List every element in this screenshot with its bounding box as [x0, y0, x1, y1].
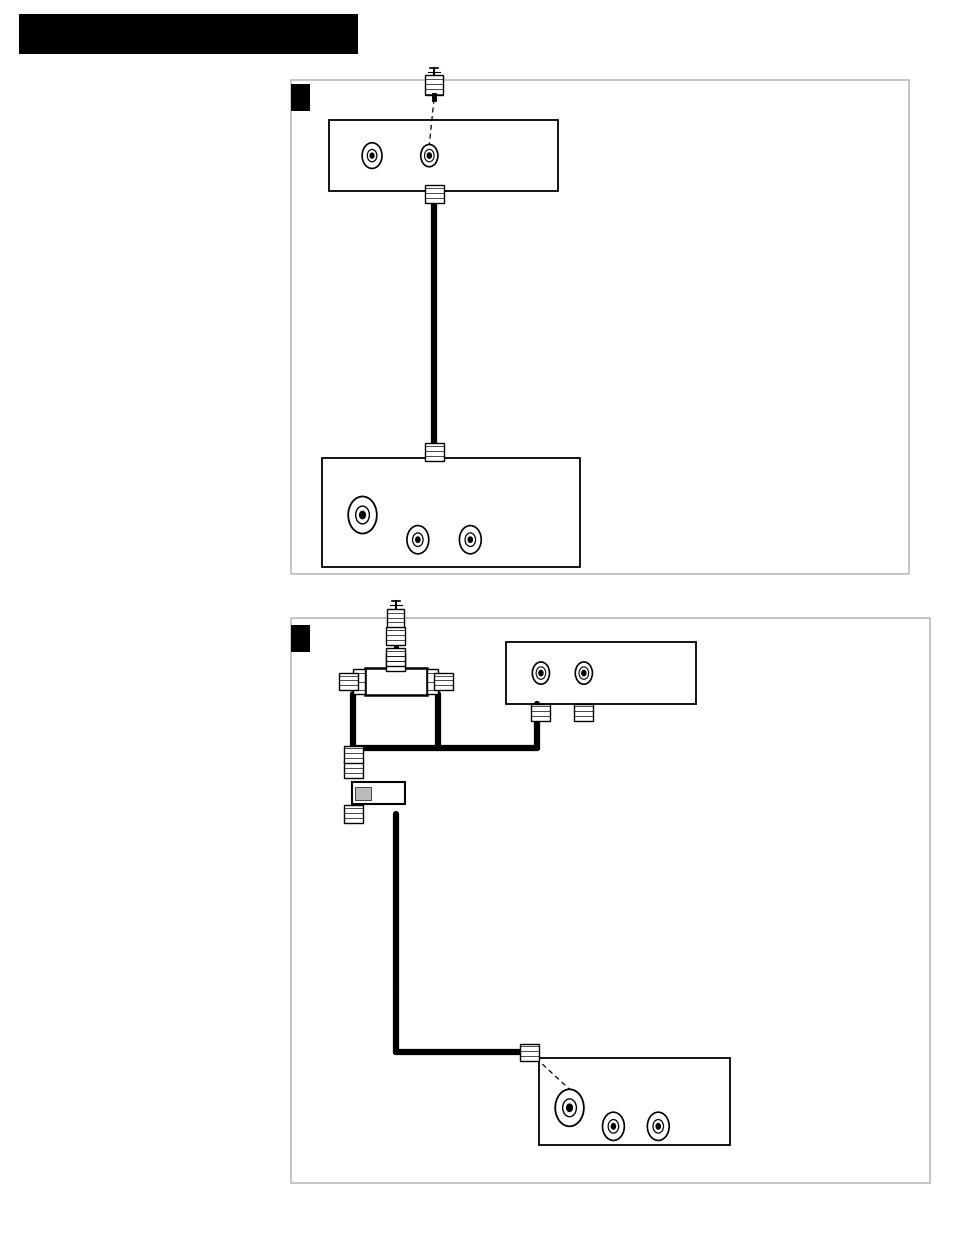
- Circle shape: [412, 534, 423, 547]
- Circle shape: [370, 153, 374, 158]
- Bar: [343, 746, 362, 763]
- Bar: [329, 120, 558, 191]
- Circle shape: [407, 526, 428, 553]
- Circle shape: [367, 149, 376, 162]
- Circle shape: [647, 1113, 668, 1140]
- Circle shape: [459, 526, 480, 553]
- Circle shape: [424, 149, 434, 162]
- Circle shape: [416, 537, 419, 542]
- Circle shape: [348, 496, 376, 534]
- Bar: [343, 761, 362, 778]
- Bar: [531, 704, 550, 721]
- Circle shape: [566, 1104, 572, 1112]
- Bar: [387, 609, 404, 629]
- Bar: [343, 805, 362, 823]
- Bar: [519, 1044, 538, 1061]
- Bar: [574, 704, 593, 721]
- Bar: [538, 1058, 729, 1145]
- Circle shape: [555, 1089, 583, 1126]
- Bar: [386, 627, 405, 645]
- Bar: [291, 84, 310, 111]
- Circle shape: [359, 511, 365, 519]
- Bar: [355, 787, 371, 800]
- Bar: [505, 642, 696, 704]
- Bar: [19, 14, 357, 54]
- Bar: [364, 668, 426, 695]
- Circle shape: [656, 1124, 659, 1129]
- Circle shape: [652, 1119, 662, 1134]
- Circle shape: [420, 144, 437, 167]
- Circle shape: [464, 534, 475, 547]
- Circle shape: [362, 143, 381, 168]
- Bar: [386, 648, 405, 666]
- Circle shape: [602, 1113, 623, 1140]
- Bar: [338, 673, 357, 690]
- Bar: [352, 782, 405, 804]
- Bar: [322, 458, 579, 567]
- Circle shape: [562, 1099, 576, 1116]
- Bar: [386, 653, 405, 671]
- Bar: [291, 625, 310, 652]
- Bar: [291, 618, 929, 1183]
- Circle shape: [532, 662, 549, 684]
- Circle shape: [608, 1119, 618, 1134]
- Bar: [425, 75, 442, 95]
- Circle shape: [581, 671, 585, 676]
- Circle shape: [355, 506, 369, 524]
- Bar: [424, 443, 443, 461]
- Bar: [353, 669, 364, 694]
- Circle shape: [575, 662, 592, 684]
- Circle shape: [538, 671, 542, 676]
- Circle shape: [578, 667, 588, 679]
- Circle shape: [536, 667, 545, 679]
- Bar: [427, 669, 438, 694]
- Bar: [424, 185, 443, 203]
- Circle shape: [611, 1124, 615, 1129]
- Circle shape: [427, 153, 431, 158]
- Circle shape: [468, 537, 472, 542]
- Bar: [433, 673, 453, 690]
- Bar: [291, 80, 908, 574]
